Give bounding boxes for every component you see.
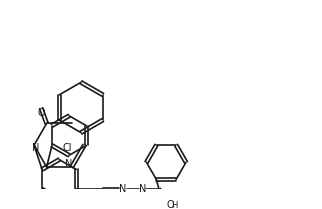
Text: N: N — [65, 159, 73, 169]
Text: O: O — [37, 108, 45, 118]
Text: N: N — [139, 184, 147, 194]
Text: O: O — [167, 200, 175, 209]
Text: N: N — [32, 143, 40, 153]
Text: H: H — [171, 201, 177, 209]
Text: Cl: Cl — [62, 143, 72, 153]
Text: N: N — [119, 184, 127, 194]
